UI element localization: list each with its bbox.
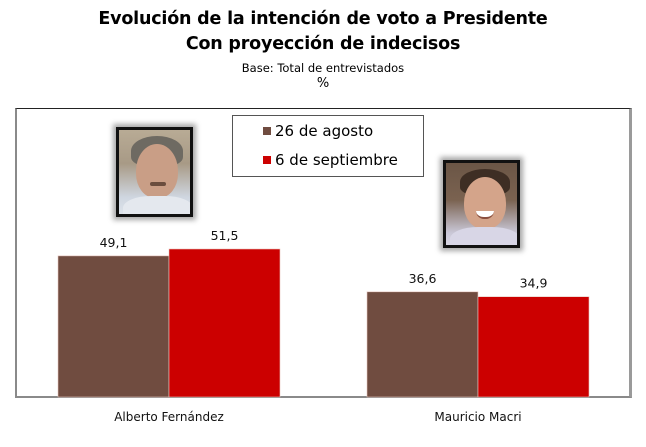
chart-title: Evolución de la intención de voto a Pres…	[98, 9, 548, 29]
legend-item-26-agosto: 26 de agosto	[263, 122, 373, 140]
category-label: Mauricio Macri	[434, 410, 521, 424]
data-label: 34,9	[520, 276, 548, 291]
data-label: 36,6	[409, 271, 437, 286]
photo-mouth	[150, 182, 166, 186]
bar-septiembre-0	[168, 248, 281, 398]
legend-swatch	[263, 127, 271, 135]
legend-item-6-septiembre: 6 de septiembre	[263, 151, 398, 169]
legend-swatch	[263, 156, 271, 164]
chart-subtitle: Con proyección de indecisos	[185, 34, 461, 54]
candidate-photo-macri	[443, 160, 520, 248]
bar-septiembre-1	[477, 296, 590, 398]
candidate-photo-fernandez	[116, 127, 193, 217]
category-label: Alberto Fernández	[114, 410, 224, 424]
chart-base-note: Base: Total de entrevistados	[241, 61, 405, 75]
photo-face	[136, 144, 178, 198]
bar-agosto-1	[366, 291, 479, 398]
legend-label: 26 de agosto	[275, 122, 374, 140]
chart-unit: %	[316, 76, 330, 91]
photo-shirt	[123, 196, 190, 214]
legend-label: 6 de septiembre	[275, 151, 398, 169]
photo-shirt	[450, 227, 517, 245]
data-label: 49,1	[100, 235, 128, 250]
photo-face	[464, 177, 506, 229]
bar-agosto-0	[57, 255, 170, 398]
chart-legend: 26 de agosto 6 de septiembre	[232, 115, 424, 177]
photo-mouth	[476, 211, 494, 219]
data-label: 51,5	[211, 228, 239, 243]
